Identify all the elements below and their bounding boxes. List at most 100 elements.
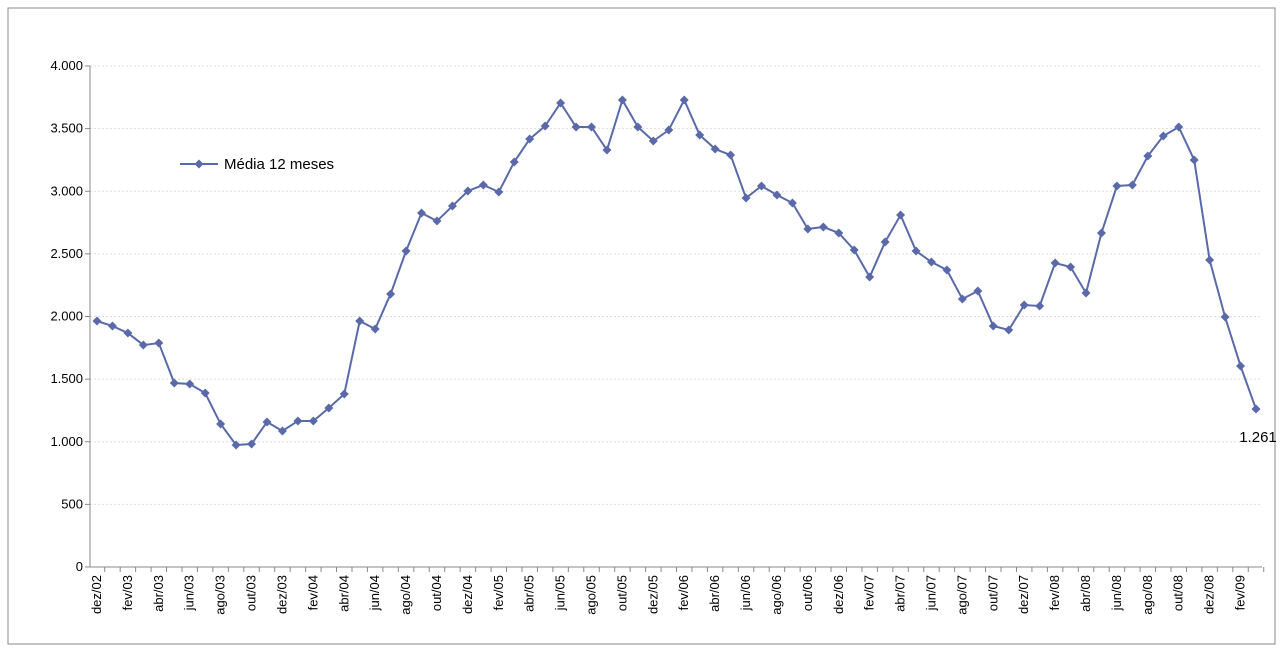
x-tick-label: dez/06 xyxy=(831,575,846,614)
point-marker xyxy=(494,187,504,197)
point-marker xyxy=(896,210,906,220)
point-marker xyxy=(1112,181,1122,191)
point-marker xyxy=(679,95,689,105)
point-marker xyxy=(478,180,488,190)
point-marker xyxy=(200,388,210,398)
point-marker xyxy=(849,245,859,255)
point-marker xyxy=(1236,361,1246,371)
point-marker xyxy=(525,134,535,144)
point-marker xyxy=(617,95,627,105)
x-tick-label: ago/04 xyxy=(398,575,413,615)
x-tick-label: jun/05 xyxy=(553,575,568,611)
x-tick-label: jun/06 xyxy=(738,575,753,611)
point-marker xyxy=(1050,258,1060,268)
x-tick-label: ago/06 xyxy=(769,575,784,615)
point-marker xyxy=(633,122,643,132)
point-marker xyxy=(772,190,782,200)
y-tick-label: 2.500 xyxy=(50,246,83,261)
point-marker xyxy=(1174,122,1184,132)
x-tick-label: abr/07 xyxy=(893,575,908,612)
point-marker xyxy=(355,316,365,326)
point-marker xyxy=(447,201,457,211)
point-marker xyxy=(1158,131,1168,141)
series-line xyxy=(96,97,1257,447)
point-marker xyxy=(386,289,396,299)
x-tick-label: dez/07 xyxy=(1016,575,1031,614)
point-marker xyxy=(1205,255,1215,265)
point-marker xyxy=(339,389,349,399)
point-marker xyxy=(262,417,272,427)
point-marker xyxy=(185,379,195,389)
x-tick-label: ago/08 xyxy=(1140,575,1155,615)
x-tick-label: out/04 xyxy=(429,575,444,611)
x-tick-label: ago/03 xyxy=(213,575,228,615)
point-marker xyxy=(926,257,936,267)
point-marker xyxy=(664,125,674,135)
x-tick-label: out/05 xyxy=(614,575,629,611)
point-marker xyxy=(1143,151,1153,161)
point-marker xyxy=(911,246,921,256)
point-marker xyxy=(154,338,164,348)
point-marker xyxy=(1251,404,1261,414)
x-tick-label: out/06 xyxy=(800,575,815,611)
point-marker xyxy=(216,419,226,429)
point-marker xyxy=(1019,300,1029,310)
legend-marker xyxy=(194,159,204,169)
point-marker xyxy=(726,150,736,160)
x-tick-label: dez/02 xyxy=(89,575,104,614)
x-tick-label: jun/07 xyxy=(923,575,938,611)
point-marker xyxy=(1127,180,1137,190)
x-tick-label: out/03 xyxy=(244,575,259,611)
point-marker xyxy=(308,416,318,426)
point-marker xyxy=(231,440,241,450)
point-marker xyxy=(710,144,720,154)
x-tick-label: fev/07 xyxy=(862,575,877,610)
point-marker xyxy=(107,321,117,331)
point-marker xyxy=(293,416,303,426)
x-tick-label: abr/03 xyxy=(151,575,166,612)
point-marker xyxy=(432,216,442,226)
x-tick-label: abr/06 xyxy=(707,575,722,612)
point-marker xyxy=(587,122,597,132)
point-marker xyxy=(988,321,998,331)
point-marker xyxy=(942,265,952,275)
point-marker xyxy=(787,198,797,208)
point-marker xyxy=(756,181,766,191)
x-tick-label: fev/03 xyxy=(120,575,135,610)
point-marker xyxy=(417,208,427,218)
x-tick-label: abr/04 xyxy=(336,575,351,612)
point-marker xyxy=(509,157,519,167)
x-tick-label: dez/08 xyxy=(1202,575,1217,614)
x-tick-label: dez/03 xyxy=(274,575,289,614)
point-marker xyxy=(803,224,813,234)
point-marker xyxy=(695,130,705,140)
point-marker xyxy=(865,272,875,282)
point-marker xyxy=(92,316,102,326)
point-marker xyxy=(741,193,751,203)
point-marker xyxy=(973,286,983,296)
data-label: 1.261 xyxy=(1239,429,1277,446)
x-tick-label: fev/09 xyxy=(1233,575,1248,610)
point-marker xyxy=(834,228,844,238)
y-tick-label: 1.000 xyxy=(50,434,83,449)
x-tick-label: dez/05 xyxy=(645,575,660,614)
y-tick-label: 1.500 xyxy=(50,371,83,386)
point-marker xyxy=(247,439,257,449)
point-marker xyxy=(370,324,380,334)
point-marker xyxy=(957,294,967,304)
y-tick-label: 3.000 xyxy=(50,183,83,198)
x-tick-label: out/07 xyxy=(985,575,1000,611)
x-tick-label: fev/05 xyxy=(491,575,506,610)
x-tick-label: ago/05 xyxy=(584,575,599,615)
x-tick-label: fev/08 xyxy=(1047,575,1062,610)
point-marker xyxy=(277,426,287,436)
point-marker xyxy=(401,246,411,256)
x-tick-label: jun/03 xyxy=(182,575,197,611)
x-tick-label: dez/04 xyxy=(460,575,475,614)
x-tick-label: jun/08 xyxy=(1109,575,1124,611)
point-marker xyxy=(1066,262,1076,272)
x-tick-label: fev/04 xyxy=(305,575,320,610)
point-marker xyxy=(123,328,133,338)
point-marker xyxy=(556,98,566,108)
